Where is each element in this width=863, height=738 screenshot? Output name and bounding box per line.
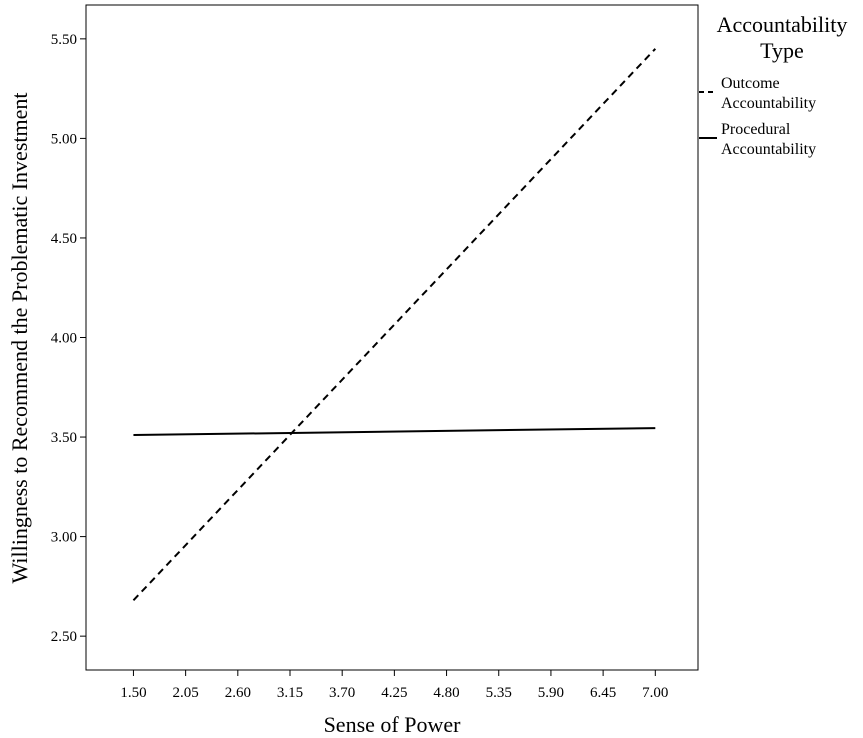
y-tick-label: 3.50 <box>51 430 77 446</box>
legend-label-procedural-line-2: Accountability <box>721 141 816 158</box>
legend-title-line-1: Accountability <box>717 12 848 37</box>
x-tick-label: 5.35 <box>486 685 512 701</box>
x-tick-label: 2.60 <box>225 685 251 701</box>
y-tick-label: 4.00 <box>51 331 77 347</box>
series-line-outcome <box>132 48 657 602</box>
x-tick-label: 3.70 <box>329 685 355 701</box>
legend-label-procedural-line-1: Procedural <box>721 121 791 138</box>
x-tick-label: 4.80 <box>433 685 459 701</box>
x-axis-title: Sense of Power <box>324 712 462 737</box>
legend-title-line-2: Type <box>760 38 804 63</box>
series-line-procedural <box>133 427 656 437</box>
y-tick-label: 5.50 <box>51 32 77 48</box>
plot-frame <box>85 4 699 671</box>
x-tick-label: 4.25 <box>381 685 407 701</box>
x-tick-label: 3.15 <box>277 685 303 701</box>
legend: Accountability Type Outcome Accountabili… <box>699 12 847 158</box>
x-axis-ticks: 1.50 2.05 2.60 3.15 3.70 4.25 4.80 5.35 5.90 6.45… <box>120 670 668 701</box>
y-tick-label: 4.50 <box>51 231 77 247</box>
y-axis-title: Willingness to Recommend the Problematic… <box>7 93 32 584</box>
y-tick-label: 3.00 <box>51 530 77 546</box>
y-tick-label: 5.00 <box>51 131 77 147</box>
x-tick-label: 2.05 <box>173 685 199 701</box>
y-axis-ticks: 2.50 3.00 3.50 4.00 4.50 5.00 5.50 <box>51 32 86 645</box>
x-tick-label: 5.90 <box>538 685 564 701</box>
legend-label-outcome-line-2: Accountability <box>721 95 816 112</box>
series-lines <box>132 48 657 602</box>
x-tick-label: 7.00 <box>642 685 668 701</box>
y-tick-label: 2.50 <box>51 629 77 645</box>
x-tick-label: 1.50 <box>120 685 146 701</box>
legend-label-outcome-line-1: Outcome <box>721 75 780 92</box>
x-tick-label: 6.45 <box>590 685 616 701</box>
